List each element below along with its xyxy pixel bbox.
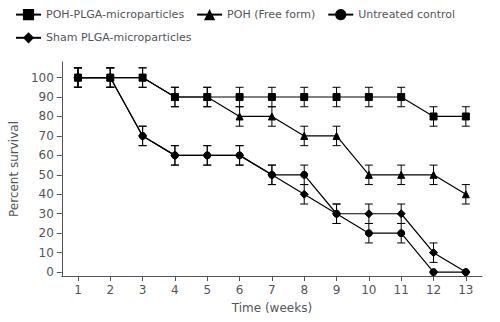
svg-text:POH-PLGA-microparticles: POH-PLGA-microparticles — [46, 8, 184, 21]
svg-text:POH (Free form): POH (Free form) — [227, 8, 315, 21]
svg-text:Untreated control: Untreated control — [358, 8, 455, 21]
svg-text:Time (weeks): Time (weeks) — [231, 301, 312, 315]
svg-text:30: 30 — [39, 207, 54, 221]
svg-text:0: 0 — [46, 265, 54, 279]
svg-text:9: 9 — [333, 283, 341, 297]
svg-text:60: 60 — [39, 148, 54, 162]
svg-text:50: 50 — [39, 168, 54, 182]
svg-text:12: 12 — [426, 283, 441, 297]
svg-text:10: 10 — [361, 283, 376, 297]
svg-text:8: 8 — [300, 283, 308, 297]
svg-text:100: 100 — [31, 71, 54, 85]
svg-text:40: 40 — [39, 187, 54, 201]
svg-text:70: 70 — [39, 129, 54, 143]
svg-text:3: 3 — [139, 283, 147, 297]
svg-text:2: 2 — [106, 283, 114, 297]
svg-text:80: 80 — [39, 109, 54, 123]
svg-text:5: 5 — [203, 283, 211, 297]
svg-text:4: 4 — [171, 283, 179, 297]
svg-text:90: 90 — [39, 90, 54, 104]
svg-text:7: 7 — [268, 283, 276, 297]
svg-text:Sham PLGA-microparticles: Sham PLGA-microparticles — [46, 31, 192, 44]
svg-text:10: 10 — [39, 246, 54, 260]
svg-text:6: 6 — [236, 283, 244, 297]
svg-text:Percent survival: Percent survival — [7, 121, 21, 217]
svg-text:11: 11 — [394, 283, 409, 297]
svg-text:13: 13 — [458, 283, 473, 297]
svg-text:20: 20 — [39, 226, 54, 240]
svg-text:1: 1 — [74, 283, 82, 297]
